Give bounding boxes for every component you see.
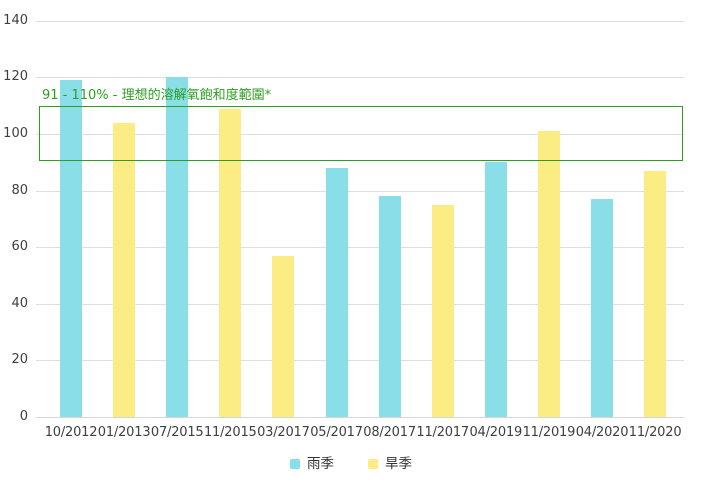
gridline — [36, 360, 684, 362]
y-axis-tick-label: 40 — [11, 295, 28, 311]
ideal-range-box — [39, 105, 683, 162]
y-axis-tick-label: 0 — [19, 409, 28, 424]
y-axis-tick-label: 80 — [11, 182, 28, 198]
bar-雨季-04/2020[interactable] — [591, 199, 613, 417]
y-axis-tick-label: 120 — [3, 69, 28, 85]
x-axis-tick-label: 11/2020 — [628, 425, 682, 440]
bar-旱季-11/2017[interactable] — [431, 204, 454, 417]
gridline — [36, 77, 684, 79]
x-axis-tick-label: 11/2015 — [203, 425, 257, 440]
legend-item-rainy-season[interactable]: 雨季 — [290, 456, 334, 472]
gridline — [36, 134, 684, 135]
x-axis-tick-label: 05/2017 — [310, 425, 363, 440]
gridline — [36, 303, 684, 305]
y-axis-tick-label: 100 — [3, 126, 28, 141]
legend: 雨季 旱季 — [0, 456, 702, 472]
dry-season-swatch-icon — [368, 459, 378, 469]
x-axis-tick-label: 01/2013 — [97, 425, 151, 440]
gridline — [36, 20, 684, 22]
x-axis-tick-label: 04/2020 — [575, 425, 629, 440]
bar-雨季-04/2019[interactable] — [484, 162, 507, 417]
bar-雨季-05/2017[interactable] — [325, 167, 348, 417]
y-axis-tick-label: 60 — [11, 239, 28, 255]
gridline — [36, 247, 684, 249]
bar-旱季-03/2017[interactable] — [272, 255, 295, 417]
rainy-season-swatch-icon — [290, 459, 300, 469]
bar-旱季-11/2020[interactable] — [644, 170, 667, 417]
bar-雨季-07/2015[interactable] — [166, 77, 189, 417]
bar-雨季-10/2012[interactable] — [60, 80, 82, 417]
x-axis-tick-label: 07/2015 — [150, 425, 204, 440]
y-axis-tick-label: 20 — [11, 352, 28, 368]
legend-label-rainy-season: 雨季 — [307, 456, 334, 472]
bar-旱季-11/2019[interactable] — [537, 131, 560, 417]
x-axis-tick-label: 03/2017 — [257, 425, 310, 440]
bar-旱季-11/2015[interactable] — [219, 108, 242, 417]
legend-label-dry-season: 旱季 — [385, 456, 412, 472]
x-axis-tick-label: 08/2017 — [363, 425, 416, 440]
x-axis-tick-label: 11/2019 — [522, 425, 576, 440]
bar-雨季-08/2017[interactable] — [378, 196, 401, 417]
x-axis-tick-label: 10/2012 — [44, 425, 98, 440]
bar-旱季-01/2013[interactable] — [113, 122, 136, 417]
legend-item-dry-season[interactable]: 旱季 — [368, 456, 412, 472]
x-axis-tick-label: 04/2019 — [469, 425, 523, 440]
gridline — [36, 190, 684, 192]
gridline — [36, 417, 684, 418]
ideal-range-label: 91 - 110% - 理想的溶解氧飽和度範圍* — [42, 87, 272, 103]
y-axis-tick-label: 140 — [3, 12, 28, 28]
x-axis-tick-label: 11/2017 — [416, 425, 469, 440]
